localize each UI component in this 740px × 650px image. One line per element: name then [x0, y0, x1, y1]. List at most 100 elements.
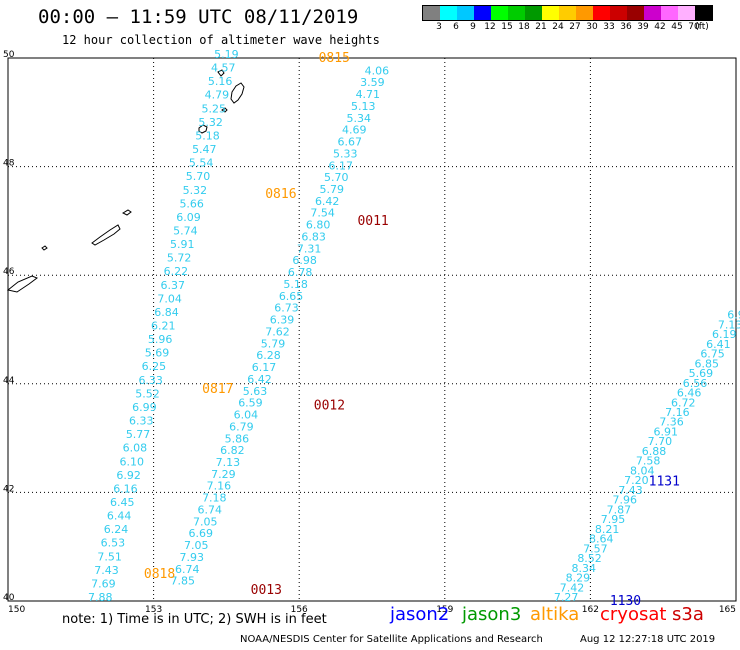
map-frame [7, 57, 737, 602]
legend-swatch [593, 6, 610, 20]
legend-label: 9 [470, 22, 476, 32]
swh-value: 6.73 [274, 302, 299, 315]
pass-time-label: 0815 [319, 51, 350, 66]
legend-label: 24 [552, 22, 564, 32]
y-tick-label: 42 [3, 484, 14, 494]
swh-value: 7.42 [560, 581, 585, 594]
swh-value: 6.46 [677, 387, 702, 400]
swh-value: 6.65 [279, 290, 304, 303]
swh-value: 5.79 [319, 183, 344, 196]
legend-label: 36 [620, 22, 632, 32]
y-tick-label: 40 [3, 593, 15, 603]
pass-time-label: 0012 [314, 399, 345, 414]
swh-value: 5.47 [192, 143, 217, 156]
satellite-label-s3a: s3a [672, 604, 704, 625]
swh-value: 6.22 [164, 265, 189, 278]
swh-value: 8.21 [595, 523, 620, 536]
legend-swatch [661, 6, 678, 20]
legend-label: 21 [535, 22, 547, 32]
swh-value: 7.05 [193, 515, 218, 528]
x-tick-label: 162 [582, 605, 599, 615]
swh-value: 4.06 [365, 64, 390, 77]
swh-value: 7.62 [265, 325, 290, 338]
island-3 [198, 124, 208, 134]
swh-value: 6.80 [306, 219, 331, 232]
swh-value: 6.91 [653, 425, 678, 438]
chart-title: 00:00 – 11:59 UTC 08/11/2019 [38, 6, 359, 28]
swh-value: 6.59 [238, 397, 263, 410]
y-tick-label: 46 [3, 267, 15, 277]
swh-value: 6.75 [700, 348, 725, 361]
swh-value: 6.41 [706, 338, 731, 351]
legend-swatch [610, 6, 627, 20]
island-1 [230, 82, 245, 104]
legend-swatch [542, 6, 559, 20]
swh-value: 5.69 [689, 367, 714, 380]
swh-value: 6.17 [252, 361, 277, 374]
grid-lines [8, 58, 736, 601]
swh-value: 6.39 [270, 314, 295, 327]
swh-value: 7.96 [612, 494, 637, 507]
swh-value: 6.25 [142, 360, 167, 373]
legend-label: 70 [688, 22, 700, 32]
swh-value: 5.33 [333, 147, 358, 160]
swh-value: 4.79 [205, 89, 230, 102]
legend-label: 42 [654, 22, 666, 32]
swh-value: 7.13 [216, 456, 241, 469]
wave-height-tracks: 5.194.575.164.795.255.325.185.475.545.70… [88, 48, 740, 604]
legend-label: 27 [569, 22, 581, 32]
swh-value: 6.69 [189, 527, 214, 540]
swh-value: 5.77 [126, 428, 151, 441]
legend-color-bar [422, 5, 713, 21]
swh-value: 7.29 [211, 468, 236, 481]
swh-value: 7.69 [91, 577, 116, 590]
swh-value: 5.52 [135, 387, 160, 400]
x-tick-label: 150 [8, 605, 25, 615]
swh-value: 4.69 [342, 124, 367, 137]
satellite-label-jason3: jason3 [462, 604, 522, 625]
pass-time-label: 0011 [357, 214, 388, 229]
swh-value: 6.04 [234, 409, 259, 422]
footer-credit: NOAA/NESDIS Center for Satellite Applica… [240, 634, 543, 645]
swh-value: 6.9 [727, 309, 740, 322]
swh-value: 6.42 [247, 373, 272, 386]
swh-value: 7.20 [624, 474, 649, 487]
swh-value: 6.83 [301, 230, 326, 243]
swh-value: 8.52 [577, 552, 602, 565]
swh-value: 5.91 [170, 238, 195, 251]
swh-value: 6.28 [256, 349, 281, 362]
legend-label: 3 [436, 22, 442, 32]
swh-value: 7.58 [636, 455, 661, 468]
swh-value: 6.74 [175, 563, 200, 576]
pass-time-label: 0817 [202, 382, 233, 397]
swh-value: 8.64 [589, 533, 614, 546]
swh-value: 6.79 [229, 420, 254, 433]
legend-swatch [695, 6, 712, 20]
swh-value: 7.13 [718, 318, 740, 331]
swh-value: 6.74 [198, 503, 223, 516]
swh-value: 5.16 [208, 75, 233, 88]
swh-value: 5.63 [243, 385, 268, 398]
legend-swatch [644, 6, 661, 20]
swh-value: 7.88 [88, 591, 113, 604]
y-tick-label: 48 [3, 159, 15, 169]
legend-swatch [491, 6, 508, 20]
legend-label: 45 [671, 22, 683, 32]
swh-value: 5.70 [186, 170, 211, 183]
swh-value: 6.99 [132, 401, 157, 414]
legend-swatch [627, 6, 644, 20]
swh-value: 7.95 [601, 513, 626, 526]
satellite-label-jason2: jason2 [390, 604, 450, 625]
swh-value: 5.69 [145, 347, 170, 360]
legend-label: 18 [518, 22, 530, 32]
swh-value: 5.96 [148, 333, 173, 346]
swh-value: 7.43 [94, 564, 119, 577]
swh-value: 6.08 [123, 442, 148, 455]
x-tick-label: 153 [145, 605, 162, 615]
legend-swatch [423, 6, 440, 20]
pass-time-labels: 0815 0816 0817 0818 0011 0012 0013 1131 1130 [144, 51, 680, 609]
swh-value: 7.57 [583, 542, 608, 555]
swh-value: 7.51 [97, 550, 122, 563]
swh-value: 6.33 [129, 415, 154, 428]
swh-value: 7.27 [554, 591, 579, 604]
